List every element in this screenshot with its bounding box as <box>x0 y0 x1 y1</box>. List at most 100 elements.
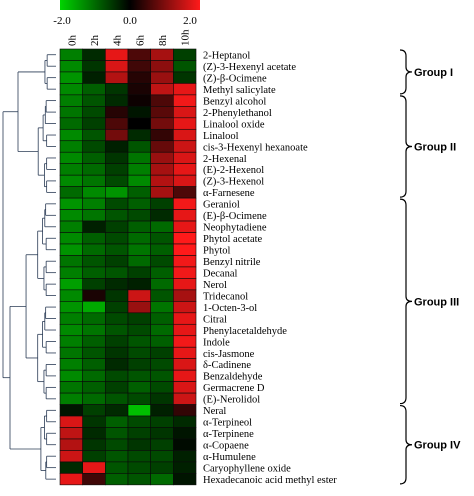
color-scale-bar <box>60 0 200 10</box>
row-label: Benzyl alcohol <box>203 96 266 107</box>
row-label: cis-Jasmone <box>203 349 255 360</box>
heatmap-cell <box>150 278 174 291</box>
row-label: Tridecanol <box>203 291 248 302</box>
heatmap-cell <box>127 163 151 176</box>
heatmap-cell <box>82 163 106 176</box>
heatmap-cell <box>105 266 129 279</box>
heatmap-cell <box>150 140 174 153</box>
heatmap-cell <box>82 94 106 107</box>
heatmap-cell <box>150 197 174 210</box>
heatmap-cell <box>82 174 106 187</box>
heatmap-cell <box>59 312 83 325</box>
heatmap-cell <box>59 83 83 96</box>
heatmap-cell <box>82 461 106 474</box>
heatmap-cell <box>127 232 151 245</box>
row-label: (E)-2-Hexenol <box>203 165 264 176</box>
heatmap-cell <box>127 461 151 474</box>
heatmap-cell <box>150 48 174 61</box>
heatmap-cell <box>173 438 197 451</box>
row-label: Decanal <box>203 268 237 279</box>
row-label: (Z)-β-Ocimene <box>203 73 267 84</box>
heatmap-cell <box>173 220 197 233</box>
heatmap-cell <box>127 266 151 279</box>
heatmap-cell <box>173 461 197 474</box>
heatmap-cell <box>82 358 106 371</box>
row-label: Linalool <box>203 131 239 142</box>
heatmap-cell <box>82 209 106 222</box>
heatmap-cell <box>150 243 174 256</box>
heatmap-cell <box>150 255 174 268</box>
heatmap-cell <box>127 278 151 291</box>
heatmap-cell <box>59 266 83 279</box>
heatmap-cell <box>127 369 151 382</box>
row-label: Caryophyllene oxide <box>203 463 291 474</box>
heatmap-cell <box>59 71 83 84</box>
heatmap-cells <box>59 48 197 486</box>
heatmap-cell <box>59 369 83 382</box>
row-label: α-Terpineol <box>203 418 252 429</box>
heatmap-cell <box>82 301 106 314</box>
row-label: Phytol <box>203 246 231 257</box>
heatmap-cell <box>59 335 83 348</box>
heatmap-cell <box>105 243 129 256</box>
column-label: 2h <box>89 35 101 47</box>
heatmap-cell <box>105 289 129 302</box>
heatmap-cell <box>173 140 197 153</box>
heatmap-cell <box>127 450 151 463</box>
heatmap-cell <box>59 197 83 210</box>
heatmap-cell <box>150 163 174 176</box>
heatmap-cell <box>127 128 151 142</box>
heatmap-cell <box>105 163 129 176</box>
heatmap-cell <box>173 106 197 119</box>
heatmap-cell <box>59 358 83 371</box>
heatmap-cell <box>173 48 197 61</box>
heatmap-cell <box>59 323 83 337</box>
heatmap-cell <box>173 289 197 302</box>
heatmap-cell <box>150 346 174 359</box>
heatmap-cell <box>105 392 129 405</box>
heatmap-cell <box>105 335 129 348</box>
heatmap-cell <box>82 128 106 142</box>
heatmap-cell <box>173 243 197 256</box>
row-label: 1-Octen-3-ol <box>203 303 257 314</box>
heatmap-cell <box>127 301 151 314</box>
row-label: (Z)-3-Hexenyl acetate <box>203 62 296 73</box>
heatmap-cell <box>82 140 106 153</box>
heatmap-cell <box>82 312 106 325</box>
heatmap-cell <box>150 358 174 371</box>
heatmap-cell <box>173 346 197 359</box>
heatmap-cell <box>127 94 151 107</box>
row-label: Benzaldehyde <box>203 372 263 383</box>
heatmap-cell <box>173 450 197 463</box>
heatmap-cell <box>105 197 129 210</box>
heatmap-cell <box>127 186 151 199</box>
heatmap-cell <box>59 392 83 405</box>
heatmap-cell <box>150 106 174 119</box>
heatmap-cell <box>105 220 129 233</box>
heatmap-cell <box>173 473 197 486</box>
heatmap-cell <box>82 427 106 440</box>
heatmap-cell <box>59 301 83 314</box>
heatmap-cell <box>59 48 83 61</box>
row-label: Phenylacetaldehyde <box>203 326 287 337</box>
heatmap-cell <box>173 83 197 96</box>
heatmap-cell <box>150 312 174 325</box>
heatmap-cell <box>173 427 197 440</box>
row-label: cis-3-Hexenyl hexanoate <box>203 142 308 153</box>
heatmap-cell <box>150 220 174 233</box>
heatmap-cell <box>105 404 129 417</box>
row-label: (E)-Nerolidol <box>203 395 260 406</box>
heatmap-cell <box>82 369 106 382</box>
heatmap-cell <box>150 438 174 451</box>
heatmap-cell <box>127 473 151 486</box>
heatmap-cell <box>82 404 106 417</box>
heatmap-cell <box>105 450 129 463</box>
heatmap-cell <box>82 381 106 394</box>
heatmap-cell <box>127 289 151 302</box>
heatmap-cell <box>127 392 151 405</box>
heatmap-cell <box>82 220 106 233</box>
heatmap-cell <box>173 197 197 210</box>
heatmap-cell <box>59 381 83 394</box>
row-label: (E)-β-Ocimene <box>203 211 267 222</box>
heatmap-cell <box>105 71 129 84</box>
